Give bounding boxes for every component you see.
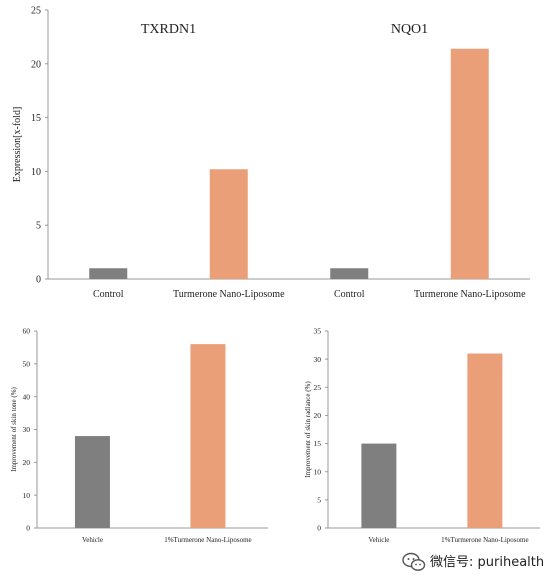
skin-tone-chart: 0 10 20 30 40 50 60 Improvement of skin tone (%…	[10, 327, 268, 544]
y-tick-label: 0	[36, 275, 41, 286]
y-axis-label: Improvement of skin tone (%)	[10, 386, 18, 471]
x-category-label: Turmerone Nano-Liposome	[173, 289, 285, 300]
y-tick-label: 35	[314, 327, 322, 336]
y-tick-label: 15	[31, 113, 41, 124]
y-tick-label: 10	[314, 467, 322, 476]
x-category-label: 1%Turmerone Nano-Liposome	[441, 536, 528, 544]
y-tick-label: 5	[36, 221, 41, 232]
bar-control	[89, 268, 128, 279]
x-category-label: Vehicle	[82, 536, 103, 544]
y-tick-label: 25	[314, 383, 322, 392]
expression-chart: 0 5 10 15 20 25 Expression[x-fold] TXRDN1 NQO1 Co…	[12, 6, 530, 300]
y-tick-label: 10	[31, 167, 41, 178]
skin-radiance-chart: 0 5 10 15 20 25 30 35 Improvement of skin radian…	[304, 327, 540, 544]
y-tick-label: 25	[31, 6, 41, 17]
watermark: 微信号: purihealth	[402, 552, 544, 571]
y-tick-label: 20	[31, 59, 41, 70]
y-tick-label: 60	[23, 327, 31, 336]
group-title: NQO1	[391, 22, 428, 37]
y-tick-label: 40	[23, 392, 31, 401]
y-tick-label: 50	[23, 359, 31, 368]
x-category-label: Control	[334, 289, 365, 300]
y-axis-label: Expression[x-fold]	[12, 107, 23, 183]
bar-control	[74, 436, 110, 528]
x-category-label: Turmerone Nano-Liposome	[414, 289, 526, 300]
y-tick-label: 30	[23, 425, 31, 434]
watermark-text: 微信号: purihealth	[430, 555, 544, 570]
bar-treatment	[209, 169, 248, 279]
x-category-label: 1%Turmerone Nano-Liposome	[164, 536, 251, 544]
bar-treatment	[190, 344, 226, 528]
x-category-label: Control	[93, 289, 124, 300]
group-title: TXRDN1	[141, 22, 196, 37]
bar-treatment	[467, 353, 503, 528]
y-tick-label: 0	[26, 524, 30, 533]
y-tick-label: 20	[23, 458, 31, 467]
y-tick-label: 20	[314, 411, 322, 420]
wechat-icon	[402, 552, 426, 571]
y-axis-label: Improvement of skin radiance (%)	[304, 381, 312, 478]
bar-control	[330, 268, 369, 279]
bar-control	[361, 443, 397, 528]
y-tick-label: 15	[314, 439, 322, 448]
bar-treatment	[450, 48, 489, 280]
y-tick-label: 10	[23, 491, 31, 500]
y-tick-label: 0	[317, 524, 321, 533]
y-tick-label: 5	[317, 495, 321, 504]
x-category-label: Vehicle	[368, 536, 389, 544]
y-tick-label: 30	[314, 355, 322, 364]
